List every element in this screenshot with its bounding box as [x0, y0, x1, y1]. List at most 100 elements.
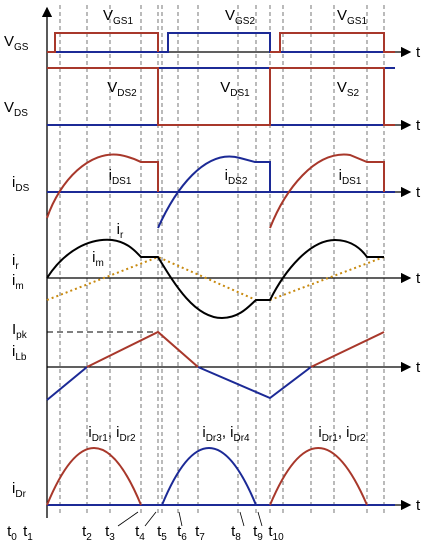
subscript: Dr4 — [234, 433, 251, 444]
label-text: , i — [108, 424, 120, 441]
subscript: Dr3 — [206, 433, 223, 444]
label: t10 — [268, 523, 284, 543]
subscript: 7 — [199, 532, 205, 543]
subscript: m — [15, 281, 23, 292]
subscript: GS — [14, 42, 29, 53]
label: t9 — [253, 523, 263, 543]
label-text: t — [231, 523, 236, 540]
subscript: 3 — [109, 532, 115, 543]
label: t6 — [177, 523, 187, 543]
label: VS2 — [337, 79, 360, 99]
subscript: Dr — [15, 489, 26, 500]
label-text: i — [92, 249, 95, 266]
subscript: 0 — [11, 532, 17, 543]
label-text: i — [12, 174, 15, 191]
label: VGS1 — [103, 7, 133, 27]
label: iLb — [12, 343, 27, 363]
label-text: t — [7, 523, 12, 540]
label-text: t — [195, 523, 200, 540]
label: iDS2 — [225, 167, 248, 187]
subscript: Dr2 — [120, 433, 137, 444]
subscript: S2 — [347, 88, 360, 99]
subscript: Dr1 — [92, 433, 109, 444]
label-text: i — [12, 343, 15, 360]
label-text: i — [202, 424, 205, 441]
label: t4 — [135, 523, 145, 543]
label-text: I — [12, 321, 16, 338]
label-text: V — [107, 79, 117, 96]
axis-label: t — [416, 359, 421, 376]
label: VDS — [4, 99, 28, 119]
label: iDr1, iDr2 — [318, 424, 366, 444]
label-text: i — [109, 167, 112, 184]
subscript: GS2 — [235, 16, 255, 27]
label-text: V — [225, 7, 235, 24]
subscript: Dr2 — [350, 433, 367, 444]
subscript: Dr1 — [322, 433, 339, 444]
subscript: DS1 — [112, 176, 132, 187]
label: VGS2 — [225, 7, 255, 27]
label: VDS2 — [107, 79, 137, 99]
label-text: i — [12, 480, 15, 497]
subscript: 1 — [27, 532, 33, 543]
subscript: 5 — [161, 532, 167, 543]
axis-label: t — [416, 117, 421, 134]
label-text: i — [12, 252, 15, 269]
label: VGS1 — [337, 7, 367, 27]
label-text: t — [177, 523, 182, 540]
label-text: V — [220, 79, 230, 96]
subscript: DS1 — [230, 88, 250, 99]
label: im — [12, 272, 24, 292]
label: iDr — [12, 480, 27, 500]
subscript: DS1 — [342, 176, 362, 187]
axis-label: t — [416, 184, 421, 201]
label: t3 — [105, 523, 115, 543]
label-text: t — [82, 523, 87, 540]
subscript: 8 — [235, 532, 241, 543]
label-text: i — [339, 167, 342, 184]
label-text: , i — [222, 424, 234, 441]
axis-label: t — [416, 44, 421, 61]
label-text: i — [117, 221, 120, 238]
label-text: t — [135, 523, 140, 540]
label: t7 — [195, 523, 205, 543]
label: iDS1 — [339, 167, 362, 187]
subscript: 2 — [86, 532, 92, 543]
label-text: V — [4, 33, 14, 50]
label: VGS — [4, 33, 29, 53]
label: Ipk — [12, 321, 28, 341]
label: iDS1 — [109, 167, 132, 187]
axis-label: t — [416, 270, 421, 287]
label: iDS — [12, 174, 30, 194]
subscript: DS — [15, 183, 29, 194]
label-text: i — [225, 167, 228, 184]
label: ir — [117, 221, 124, 241]
subscript: DS2 — [117, 88, 137, 99]
subscript: GS1 — [113, 16, 133, 27]
label: t0 — [7, 523, 17, 543]
label-text: i — [12, 272, 15, 289]
label: t2 — [82, 523, 92, 543]
label-text: V — [103, 7, 113, 24]
label-text: t — [253, 523, 258, 540]
label-text: t — [23, 523, 28, 540]
label: iDr3, iDr4 — [202, 424, 250, 444]
label-pointers — [117, 511, 263, 527]
subscript: 10 — [273, 532, 285, 543]
label-text: V — [337, 79, 347, 96]
subscript: pk — [16, 330, 28, 341]
label-text: t — [105, 523, 110, 540]
subscript: r — [120, 230, 124, 241]
label: t5 — [157, 523, 167, 543]
label: t1 — [23, 523, 33, 543]
subscript: 4 — [139, 532, 145, 543]
subscript: DS — [14, 108, 28, 119]
subscript: 9 — [257, 532, 263, 543]
label: im — [92, 249, 104, 269]
subscript: 6 — [181, 532, 187, 543]
label-text: V — [4, 99, 14, 116]
label: t8 — [231, 523, 241, 543]
label-text: t — [268, 523, 273, 540]
label: iDr1, iDr2 — [88, 424, 136, 444]
label-text: t — [157, 523, 162, 540]
